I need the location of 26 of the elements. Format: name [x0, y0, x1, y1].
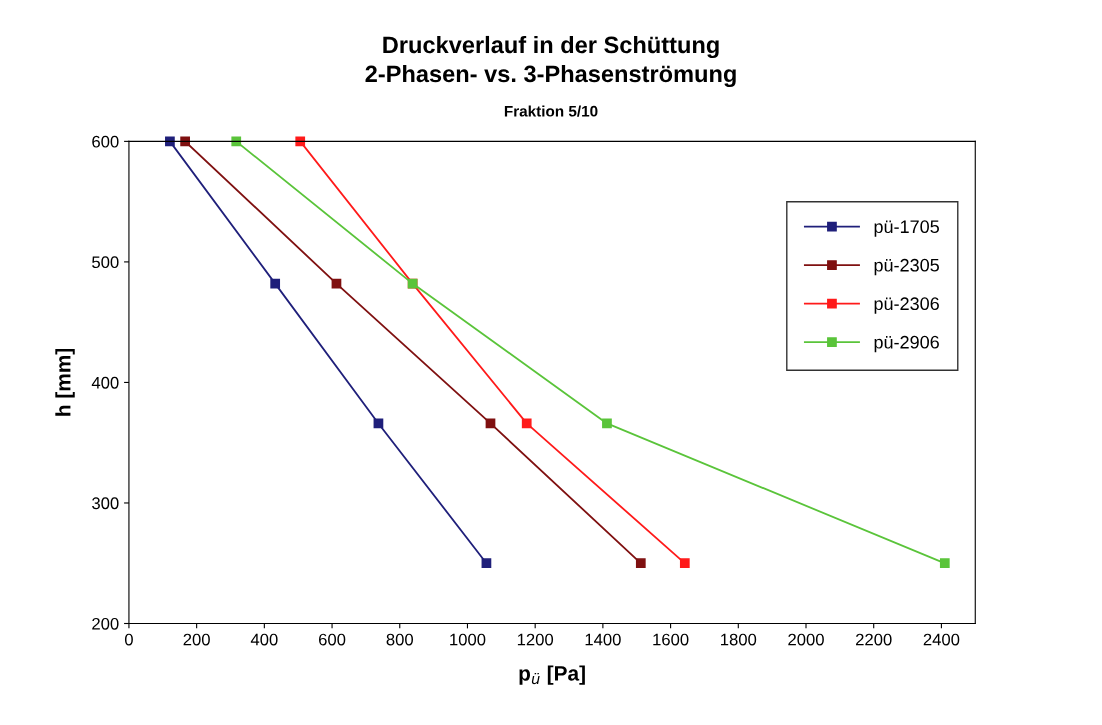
x-tick-label: 2200	[856, 633, 892, 646]
legend-label: pü-2306	[874, 297, 939, 314]
x-axis-title: p$_{ü}$ [Pa]	[519, 665, 585, 685]
x-tick-label: 2400	[923, 633, 960, 646]
x-tick-label: 1000	[450, 633, 486, 646]
x-tick-label: 2000	[788, 633, 824, 646]
x-tick-label: 800	[386, 633, 414, 646]
y-tick-label: 200	[92, 617, 119, 630]
y-tick-label: 500	[92, 256, 119, 269]
chart-title: Druckverlauf in der Schüttung 2-Phasen- vs. 3-Phasenströmung	[365, 35, 736, 87]
x-tick-label: 200	[183, 633, 210, 646]
x-tick-label: 1200	[517, 633, 554, 646]
x-tick-label: 1400	[585, 633, 621, 646]
legend-label: pü-1705	[874, 220, 939, 237]
y-axis-title: h [mm]	[55, 348, 75, 416]
x-tick-label: 1600	[653, 633, 689, 646]
x-tick-label: 600	[319, 633, 346, 646]
legend-label: pü-2906	[874, 335, 939, 353]
y-tick-label: 300	[92, 497, 119, 510]
x-tick-label: 0	[124, 633, 133, 646]
x-tick-label: 400	[250, 633, 278, 646]
x-tick-label: 1800	[721, 633, 757, 646]
y-tick-label: 400	[91, 376, 119, 389]
chart-subtitle: Fraktion 5/10	[504, 105, 598, 117]
y-tick-label: 600	[92, 135, 119, 148]
legend-label: pü-2305	[874, 258, 939, 276]
